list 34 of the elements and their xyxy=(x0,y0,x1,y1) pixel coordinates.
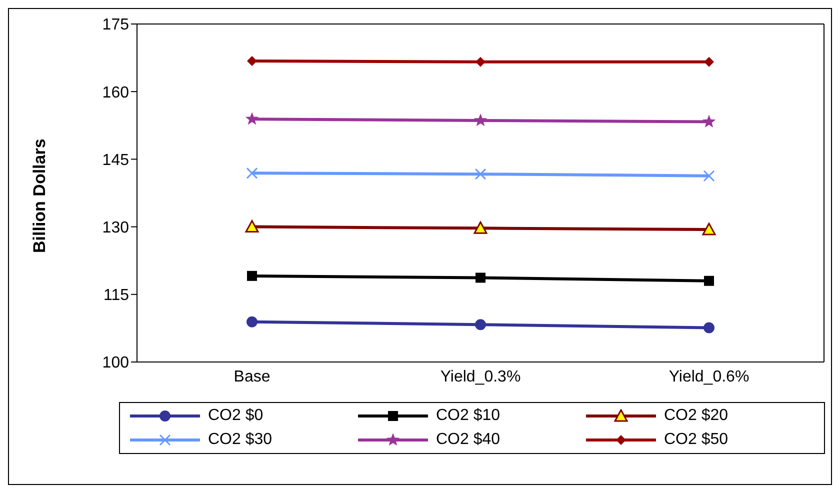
point xyxy=(245,112,259,125)
legend-label: CO2 $0 xyxy=(208,407,264,425)
y-tick-label: 160 xyxy=(102,84,130,102)
y-tick-label: 100 xyxy=(102,354,130,372)
y-axis-title: Billion Dollars xyxy=(30,138,50,253)
point xyxy=(474,168,486,180)
point xyxy=(247,270,257,281)
point xyxy=(475,319,486,330)
x-tick-label: Base xyxy=(234,368,270,386)
point xyxy=(702,114,716,128)
point xyxy=(703,170,715,182)
point xyxy=(474,113,488,126)
point xyxy=(702,222,716,236)
y-tick-label: 175 xyxy=(102,16,130,34)
point xyxy=(704,56,714,67)
legend-label: CO2 $10 xyxy=(436,407,500,425)
legend-label: CO2 $30 xyxy=(208,431,272,449)
legend-label: CO2 $50 xyxy=(664,431,728,449)
point xyxy=(476,56,486,67)
point xyxy=(246,167,258,179)
x-tick-label: Yield_0.3% xyxy=(440,368,521,386)
point xyxy=(704,322,714,334)
point xyxy=(246,316,258,328)
y-tick-label: 115 xyxy=(103,287,130,304)
point xyxy=(474,221,488,234)
point xyxy=(247,56,257,66)
y-tick-label: 145 xyxy=(102,152,130,169)
y-tick-label: 130 xyxy=(102,219,130,236)
point xyxy=(704,276,714,286)
point xyxy=(476,272,486,283)
point xyxy=(245,220,259,233)
legend-label: CO2 $40 xyxy=(436,431,500,449)
x-tick-label: Yield_0.6% xyxy=(668,368,750,386)
legend-label: CO2 $20 xyxy=(664,407,728,425)
